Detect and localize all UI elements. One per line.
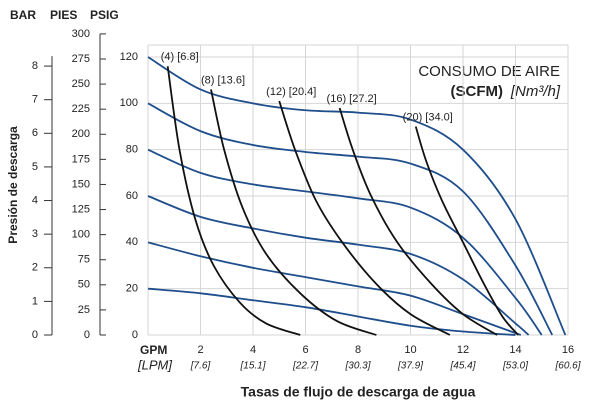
- x-tick-label: 12: [457, 344, 469, 356]
- x-tick-label: 2: [197, 344, 203, 356]
- curve: [147, 56, 567, 336]
- bar-tick-label: 6: [32, 127, 38, 139]
- curve: [166, 66, 301, 336]
- curve-label: (12) [20.4]: [266, 86, 316, 98]
- y-axis-title: Presión de descarga: [6, 126, 20, 244]
- x2-tick-label: [22.7]: [292, 361, 318, 372]
- x2-tick-label: [60.6]: [554, 361, 580, 372]
- bar-tick-label: 1: [32, 295, 38, 307]
- pies-tick-label: 100: [72, 229, 90, 241]
- psig-tick-label: 80: [126, 144, 138, 156]
- curve-label: (20) [34.0]: [403, 111, 453, 123]
- curve: [147, 195, 530, 336]
- x2-tick-label: [30.3]: [344, 361, 370, 372]
- curve: [147, 148, 543, 336]
- curve: [147, 102, 554, 336]
- annotation-title: CONSUMO DE AIRE: [418, 63, 560, 80]
- pies-tick-label: 250: [72, 78, 90, 90]
- pies-tick-label: 125: [72, 203, 90, 215]
- x-tick-label: 4: [250, 344, 256, 356]
- psig-tick-label: 20: [126, 283, 138, 295]
- pies-tick-label: 50: [78, 279, 90, 291]
- psig-tick-label: 100: [120, 97, 138, 109]
- curve: [147, 241, 522, 336]
- curve: [414, 126, 519, 336]
- x-axis-title: Tasas de flujo de descarga de agua: [241, 384, 476, 400]
- bar-tick-label: 8: [32, 60, 38, 72]
- curve-label: (16) [27.2]: [327, 93, 377, 105]
- pies-tick-label: 275: [72, 53, 90, 65]
- psig-tick-label: 0: [132, 329, 138, 341]
- x-tick-label: 16: [562, 344, 574, 356]
- pies-axis-title: PIES: [50, 8, 77, 22]
- x-tick-label: 14: [509, 344, 521, 356]
- bar-tick-label: 3: [32, 228, 38, 240]
- pies-tick-label: 0: [84, 329, 90, 341]
- pies-tick-label: 150: [72, 178, 90, 190]
- psig-tick-label: 60: [126, 190, 138, 202]
- pies-tick-label: 175: [72, 153, 90, 165]
- curve-label: (8) [13.6]: [201, 74, 245, 86]
- x2-tick-label: [53.0]: [502, 361, 528, 372]
- pies-tick-label: 25: [78, 304, 90, 316]
- bar-axis-title: BAR: [10, 8, 36, 22]
- pies-tick-label: 200: [72, 128, 90, 140]
- psig-tick-label: 120: [120, 51, 138, 63]
- curve: [338, 107, 498, 336]
- curve-label: (4) [6.8]: [161, 51, 199, 63]
- x-tick-label: 10: [404, 344, 416, 356]
- pies-tick-label: 225: [72, 103, 90, 115]
- curve: [278, 100, 451, 336]
- psig-tick-label: 40: [126, 236, 138, 248]
- x-tick-label: 6: [302, 344, 308, 356]
- bar-tick-label: 2: [32, 262, 38, 274]
- x2-tick-label: [7.6]: [190, 361, 211, 372]
- annotation-unit-italic: [Nm³/h]: [510, 83, 561, 100]
- x2-tick-label: [45.4]: [449, 361, 475, 372]
- x-unit: GPM: [140, 343, 167, 357]
- x2-unit: [LPM]: [137, 357, 172, 372]
- annotation-unit: (SCFM): [451, 83, 504, 100]
- curve: [210, 89, 377, 336]
- bar-tick-label: 5: [32, 161, 38, 173]
- pies-tick-label: 300: [72, 28, 90, 40]
- x2-tick-label: [15.1]: [239, 361, 265, 372]
- bar-tick-label: 4: [32, 194, 38, 206]
- x-tick-label: 8: [355, 344, 361, 356]
- bar-tick-label: 7: [32, 94, 38, 106]
- x2-tick-label: [37.9]: [397, 361, 423, 372]
- psig-axis-title: PSIG: [90, 8, 119, 22]
- bar-tick-label: 0: [32, 329, 38, 341]
- curve: [147, 287, 516, 336]
- pies-tick-label: 75: [78, 254, 90, 266]
